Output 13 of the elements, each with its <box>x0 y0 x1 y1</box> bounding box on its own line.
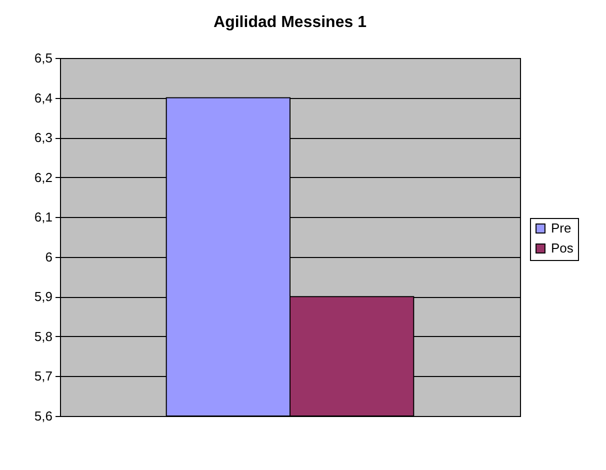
y-tick-label: 6,2 <box>34 170 52 185</box>
y-tick-label: 5,9 <box>34 289 52 304</box>
y-tick-label: 6,3 <box>34 130 52 146</box>
y-tick-label: 5,8 <box>34 328 52 344</box>
y-tick-label: 5,7 <box>34 368 52 384</box>
y-tick-label: 6,4 <box>34 90 52 106</box>
legend-label: Pre <box>551 220 572 236</box>
y-tick-label: 5,6 <box>34 408 52 424</box>
y-tick-label: 6,1 <box>34 210 52 225</box>
y-tick-label: 6 <box>45 249 52 264</box>
y-tick-label: 6,5 <box>34 50 52 66</box>
chart-title: Agilidad Messines 1 <box>214 14 367 31</box>
legend-label: Pos <box>551 240 574 256</box>
